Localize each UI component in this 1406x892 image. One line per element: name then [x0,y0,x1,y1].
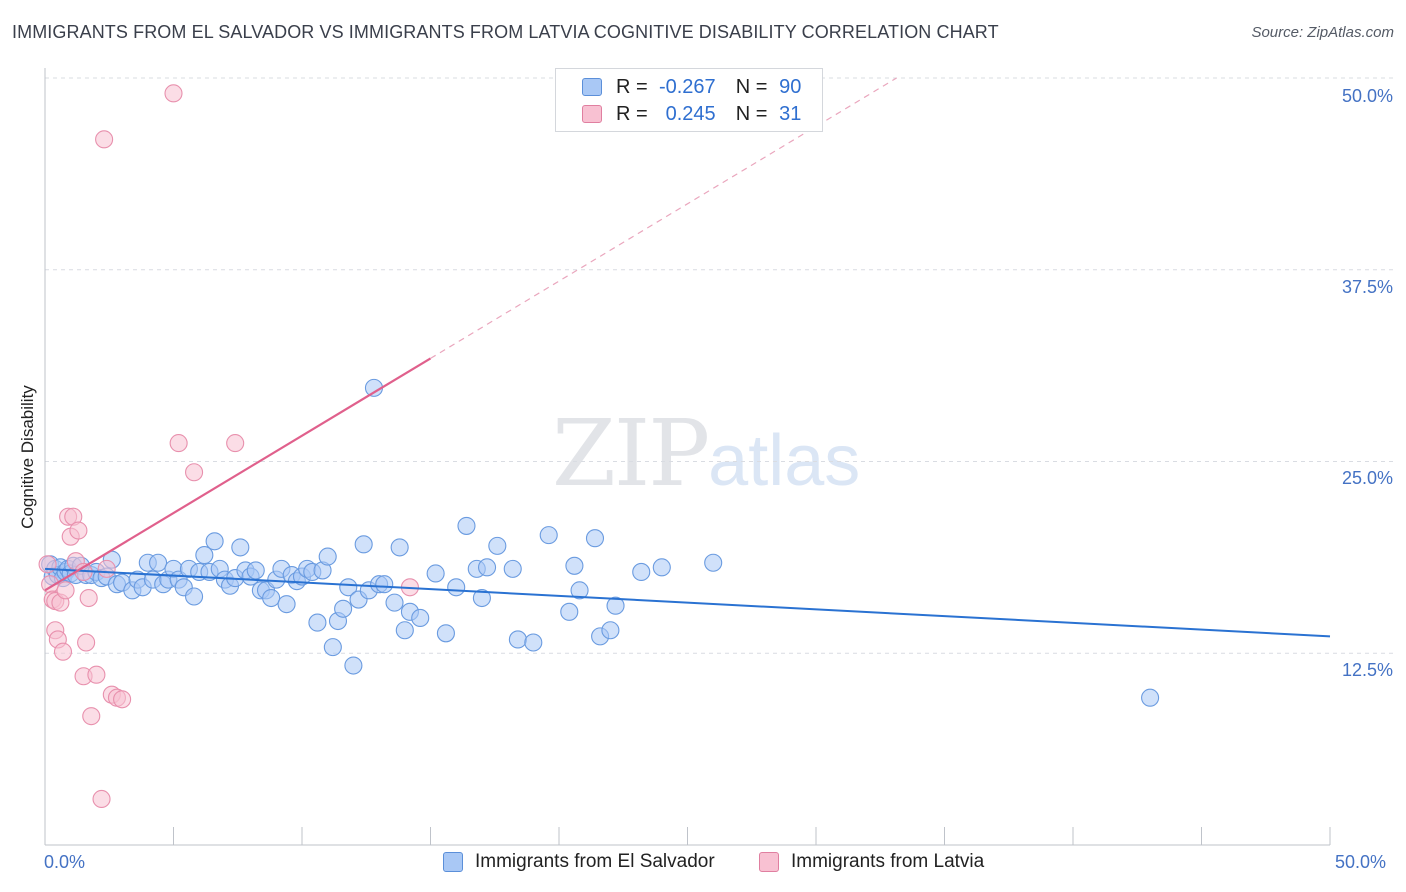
bottom-legend-latvia: Immigrants from Latvia [759,851,984,873]
data-point [524,633,543,652]
data-point [606,596,625,615]
data-point [570,581,589,600]
legend-swatch-blue [582,78,602,96]
legend-n-value: 90 [779,75,802,98]
bottom-legend-el-salvador: Immigrants from El Salvador [443,851,715,873]
data-point [632,562,651,581]
data-point [56,581,75,600]
data-point [205,532,224,551]
legend-row-latvia: R = 0.245 N = 31 [582,102,801,126]
data-point [169,434,188,453]
data-point [704,553,723,572]
data-point [79,588,98,608]
y-tick-label-37-5: 37.5% [1341,277,1393,297]
data-point [601,621,620,640]
data-point [82,707,101,726]
data-point [308,613,327,632]
chart-title: IMMIGRANTS FROM EL SALVADOR VS IMMIGRANT… [12,22,999,42]
data-point [560,602,579,621]
data-point [226,434,245,453]
series-el-salvador [41,378,1160,707]
data-point [149,553,168,572]
x-tick-label-0: 0.0% [44,852,86,872]
data-point [344,656,363,675]
data-point [488,536,507,555]
series-latvia [38,84,419,809]
legend-r-value: -0.267 [658,75,716,98]
legend-n-label: N = [735,75,768,98]
data-point [277,595,296,614]
y-tick-label-25: 25.0% [1341,468,1393,488]
correlation-legend: R = -0.267 N = 90 R = 0.245 N = 31 [555,68,823,132]
data-point [652,558,671,577]
data-point [426,564,445,583]
y-tick-label-12-5: 12.5% [1341,660,1393,680]
data-point [1141,688,1160,707]
data-point [390,538,409,557]
trend-line-latvia [44,357,432,592]
data-point [565,556,584,575]
data-point [246,561,265,580]
legend-r-label: R = [616,102,648,125]
bottom-legend-swatch-blue [443,852,463,872]
data-point [323,638,342,657]
data-point [262,588,281,608]
legend-row-el-salvador: R = -0.267 N = 90 [582,75,801,99]
data-point [92,789,111,809]
data-point [436,624,455,643]
watermark-zip: ZIP [552,400,710,507]
data-point [69,521,88,540]
data-point [447,578,466,597]
data-point [457,516,476,535]
bottom-legend-label: Immigrants from Latvia [791,851,985,872]
data-point [97,559,116,578]
x-tick-label-50: 50.0% [1335,852,1387,872]
data-point [508,630,527,649]
data-point [395,621,414,640]
data-point [375,575,394,594]
data-point [339,578,358,597]
y-axis-title: Cognitive Disability [18,385,37,529]
data-point [77,633,96,652]
x-axis [44,827,1331,846]
data-point [185,587,204,606]
data-point [477,558,497,577]
data-point [334,599,353,618]
bottom-legend-swatch-pink [759,852,779,872]
data-point [503,559,522,578]
data-point [318,547,337,566]
legend-r-label: R = [616,75,648,98]
bottom-legend-label: Immigrants from El Salvador [475,851,715,872]
data-point [113,690,132,709]
data-point [195,546,214,565]
data-point [539,526,558,545]
data-point [472,588,491,608]
data-point [354,535,373,554]
data-point [231,538,250,557]
data-point [53,642,73,661]
legend-swatch-pink [582,105,602,123]
data-point [95,130,114,149]
watermark: ZIPatlas [552,400,860,507]
legend-n-label: N = [735,102,768,125]
y-tick-label-50: 50.0% [1341,86,1393,106]
grid-lines [44,68,1393,845]
data-point [411,608,430,628]
legend-n-value: 31 [779,102,802,125]
data-point [185,463,204,482]
data-point [585,529,605,548]
source-credit: Source: ZipAtlas.com [1251,24,1394,41]
data-point [87,665,106,684]
trend-line-el-salvador [44,567,1331,638]
data-point [385,593,404,612]
legend-r-value: 0.245 [665,102,716,125]
data-point [164,84,183,103]
